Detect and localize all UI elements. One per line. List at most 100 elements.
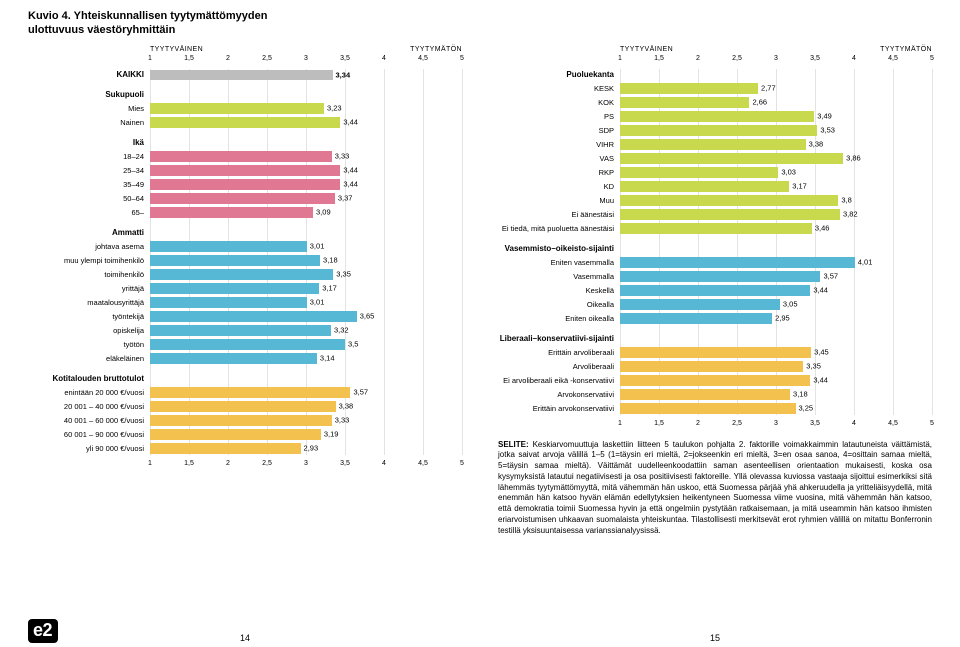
bar-value: 3,44 — [340, 166, 358, 175]
axis-tick: 1,5 — [654, 420, 664, 427]
category-label: Ei äänestäisi — [498, 210, 620, 219]
category-label: Keskellä — [498, 286, 620, 295]
bar — [620, 139, 806, 150]
category-label: muu ylempi toimihenkilö — [28, 256, 150, 265]
category-label: enintään 20 000 €/vuosi — [28, 388, 150, 397]
category-label: VAS — [498, 154, 620, 163]
category-label: Erittäin arvokonservatiivi — [498, 404, 620, 413]
bar — [150, 311, 357, 322]
category-label: Ei arvoliberaali eikä -konservatiivi — [498, 376, 620, 385]
bar — [150, 255, 320, 266]
category-label: Arvoliberaali — [498, 362, 620, 371]
bar-value: 3,19 — [321, 430, 339, 439]
bar-value: 3,35 — [803, 362, 821, 371]
bar — [620, 111, 814, 122]
bar — [150, 297, 307, 308]
bar — [620, 209, 840, 220]
axis-tick: 5 — [930, 55, 934, 62]
bar-value: 2,93 — [301, 444, 319, 453]
axis-tick: 4 — [382, 460, 386, 467]
axis-left-label: TYYTYVÄINEN — [620, 46, 673, 53]
bar — [620, 285, 810, 296]
bar-value: 3,8 — [838, 196, 851, 205]
category-label: 35–49 — [28, 180, 150, 189]
axis-tick: 2 — [696, 55, 700, 62]
axis-tick: 4,5 — [418, 55, 428, 62]
bar-value: 3,53 — [817, 126, 835, 135]
bar — [150, 283, 319, 294]
group-header: Ammatti — [28, 228, 150, 237]
figure-title: Kuvio 4. Yhteiskunnallisen tyytymättömyy… — [28, 10, 932, 38]
bar — [620, 313, 772, 324]
category-label: työtön — [28, 340, 150, 349]
bar-value: 3,03 — [778, 168, 796, 177]
bar-value: 3,45 — [811, 348, 829, 357]
bar-value: 3,5 — [345, 340, 358, 349]
group-header: Ikä — [28, 138, 150, 147]
group-header: Sukupuoli — [28, 90, 150, 99]
bar — [150, 339, 345, 350]
axis-tick: 4,5 — [888, 420, 898, 427]
category-label: Oikealla — [498, 300, 620, 309]
bar-value: 3,18 — [790, 390, 808, 399]
axis-tick: 1 — [618, 55, 622, 62]
page-number-right: 15 — [710, 633, 720, 643]
page-number-left: 14 — [240, 633, 250, 643]
category-label: KESK — [498, 84, 620, 93]
bottom-ticks-left: 11,522,533,544,55 — [150, 460, 462, 470]
category-label: 65– — [28, 208, 150, 217]
bar-value: 2,77 — [758, 84, 776, 93]
bar-value: 3,44 — [810, 376, 828, 385]
bar — [620, 299, 780, 310]
bar — [620, 347, 811, 358]
group-header: Vasemmisto–oikeisto-sijainti — [498, 244, 620, 253]
axis-tick: 5 — [460, 55, 464, 62]
top-ticks-right: 11,522,533,544,55 — [620, 55, 932, 65]
category-label: yli 90 000 €/vuosi — [28, 444, 150, 453]
category-label: Eniten oikealla — [498, 314, 620, 323]
bar-value: 3,01 — [307, 298, 325, 307]
axis-tick: 3,5 — [340, 55, 350, 62]
category-label: 20 001 – 40 000 €/vuosi — [28, 402, 150, 411]
bar-value: 3,09 — [313, 208, 331, 217]
bar-value: 3,57 — [820, 272, 838, 281]
bar-value: 3,82 — [840, 210, 858, 219]
axis-tick: 2,5 — [262, 460, 272, 467]
category-label: 25–34 — [28, 166, 150, 175]
bar — [620, 83, 758, 94]
bar — [150, 103, 324, 114]
category-label: toimihenkilö — [28, 270, 150, 279]
category-label: Erittäin arvoliberaali — [498, 348, 620, 357]
bar — [620, 403, 796, 414]
bar-value: 3,44 — [340, 118, 358, 127]
bottom-ticks-right: 11,522,533,544,55 — [620, 420, 932, 430]
bar — [150, 151, 332, 162]
category-label: työntekijä — [28, 312, 150, 321]
category-label: 60 001 – 90 000 €/vuosi — [28, 430, 150, 439]
bar-value: 3,25 — [796, 404, 814, 413]
category-label: KOK — [498, 98, 620, 107]
category-label: PS — [498, 112, 620, 121]
axis-tick: 3,5 — [810, 55, 820, 62]
category-label: Vasemmalla — [498, 272, 620, 281]
top-ticks-left: 11,522,533,544,55 — [150, 55, 462, 65]
axis-left-label: TYYTYVÄINEN — [150, 46, 203, 53]
category-label: 50–64 — [28, 194, 150, 203]
right-chart-column: TYYTYVÄINEN TYYTYMÄTÖN 11,522,533,544,55… — [498, 46, 932, 642]
bar — [150, 117, 340, 128]
category-label: VIHR — [498, 140, 620, 149]
category-label: Ei tiedä, mitä puoluetta äänestäisi — [498, 224, 620, 233]
axis-tick: 3 — [304, 55, 308, 62]
bar-value: 3,33 — [332, 152, 350, 161]
bar — [620, 223, 812, 234]
category-label: Muu — [498, 196, 620, 205]
axis-tick: 2,5 — [732, 55, 742, 62]
bar-value: 3,17 — [319, 284, 337, 293]
bar-value: 3,57 — [350, 388, 368, 397]
axis-tick: 1 — [618, 420, 622, 427]
group-header: Kotitalouden bruttotulot — [28, 374, 150, 383]
category-label: yrittäjä — [28, 284, 150, 293]
bar — [150, 401, 336, 412]
category-label: 18–24 — [28, 152, 150, 161]
axis-tick: 1,5 — [184, 55, 194, 62]
